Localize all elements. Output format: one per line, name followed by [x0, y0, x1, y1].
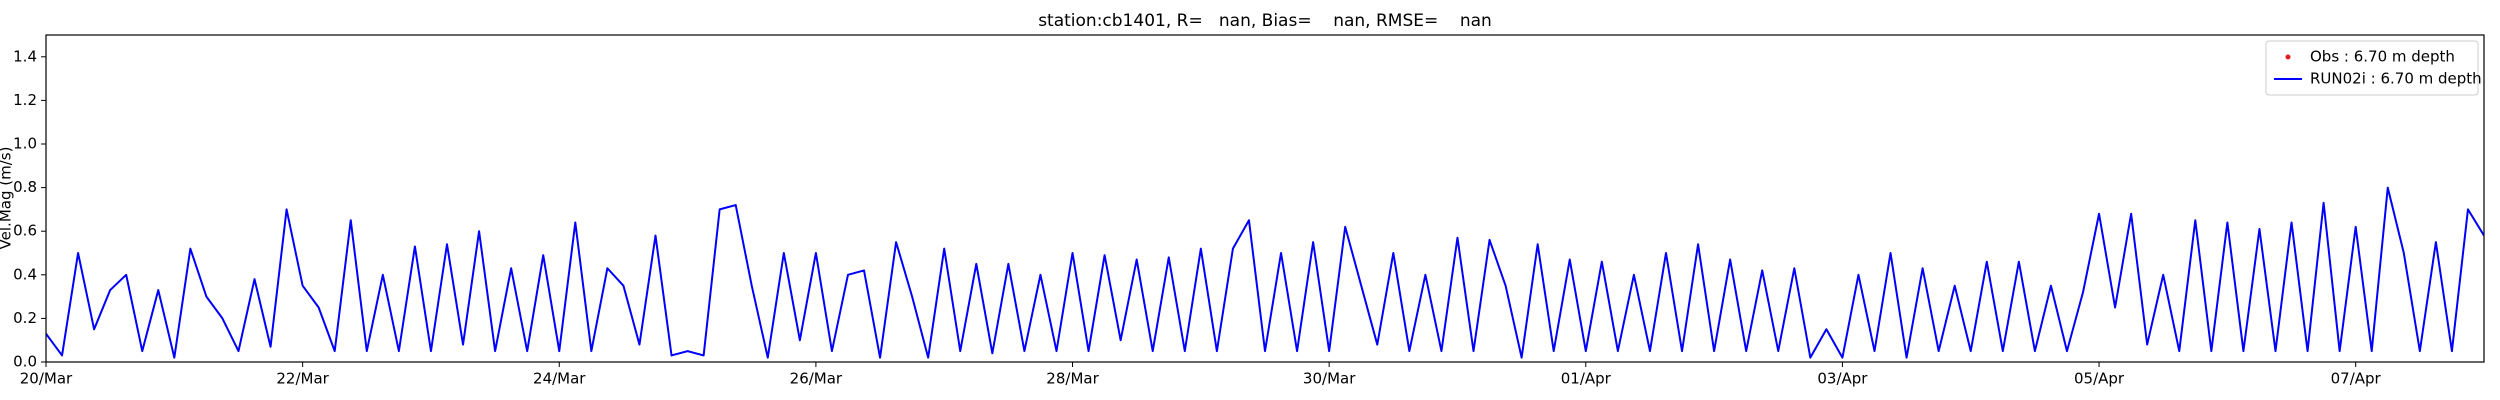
- plot-frame: [45, 34, 2485, 363]
- x-tick-label: 07/Apr: [2331, 370, 2382, 388]
- x-tick-label: 05/Apr: [2074, 370, 2125, 388]
- x-tick-label: 20/Mar: [20, 370, 73, 388]
- legend-box: [2265, 40, 2479, 96]
- y-tick-label: 1.0: [13, 135, 37, 153]
- y-tick-label: 0.8: [13, 178, 37, 196]
- y-tick-label: 1.2: [13, 91, 37, 109]
- y-axis-label: Vel.Mag (m/s): [0, 147, 15, 250]
- y-tick-label: 0.0: [13, 353, 37, 371]
- y-tick-label: 0.6: [13, 222, 37, 240]
- y-tick-label: 0.4: [13, 265, 37, 283]
- x-tick-label: 24/Mar: [533, 370, 586, 388]
- x-tick-label: 03/Apr: [1817, 370, 1868, 388]
- y-tick-label: 1.4: [13, 47, 37, 65]
- y-tick-label: 0.2: [13, 309, 37, 327]
- x-tick-label: 01/Apr: [1561, 370, 1612, 388]
- legend-marker: [2285, 54, 2291, 60]
- chart-title: station:cb1401, R= nan, Bias= nan, RMSE=…: [1038, 11, 1492, 31]
- x-tick-label: 30/Mar: [1303, 370, 1356, 388]
- legend-label: Obs : 6.70 m depth: [2310, 48, 2455, 66]
- series-line: [46, 186, 2484, 359]
- x-tick-label: 22/Mar: [276, 370, 329, 388]
- legend-label: RUN02i : 6.70 m depth: [2310, 70, 2482, 88]
- x-tick-label: 28/Mar: [1046, 370, 1099, 388]
- x-tick-label: 26/Mar: [790, 370, 843, 388]
